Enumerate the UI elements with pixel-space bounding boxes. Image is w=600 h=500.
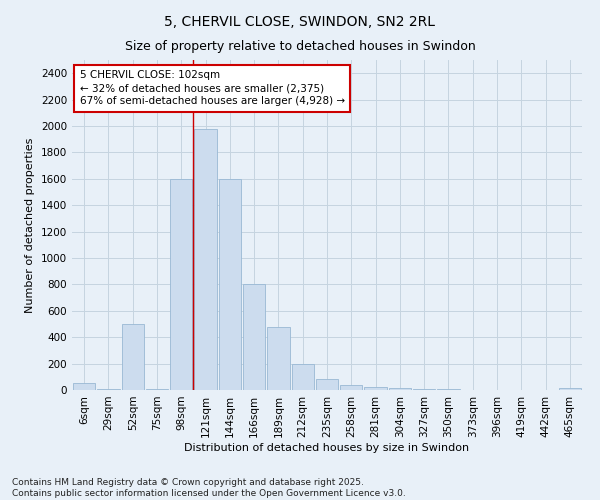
Bar xyxy=(194,130,217,390)
Bar xyxy=(389,388,411,390)
Bar xyxy=(316,379,338,390)
Text: 5 CHERVIL CLOSE: 102sqm
← 32% of detached houses are smaller (2,375)
67% of semi: 5 CHERVIL CLOSE: 102sqm ← 32% of detache… xyxy=(80,70,345,106)
Text: Size of property relative to detached houses in Swindon: Size of property relative to detached ho… xyxy=(125,40,475,53)
Text: 5, CHERVIL CLOSE, SWINDON, SN2 2RL: 5, CHERVIL CLOSE, SWINDON, SN2 2RL xyxy=(164,15,436,29)
Bar xyxy=(413,389,436,390)
Bar xyxy=(340,384,362,390)
Bar xyxy=(364,386,387,390)
Bar xyxy=(292,364,314,390)
Text: Contains HM Land Registry data © Crown copyright and database right 2025.
Contai: Contains HM Land Registry data © Crown c… xyxy=(12,478,406,498)
Bar xyxy=(559,388,581,390)
X-axis label: Distribution of detached houses by size in Swindon: Distribution of detached houses by size … xyxy=(184,442,470,452)
Bar xyxy=(267,326,290,390)
Bar xyxy=(170,179,193,390)
Bar xyxy=(122,324,144,390)
Bar xyxy=(243,284,265,390)
Bar xyxy=(218,179,241,390)
Y-axis label: Number of detached properties: Number of detached properties xyxy=(25,138,35,312)
Bar xyxy=(73,382,95,390)
